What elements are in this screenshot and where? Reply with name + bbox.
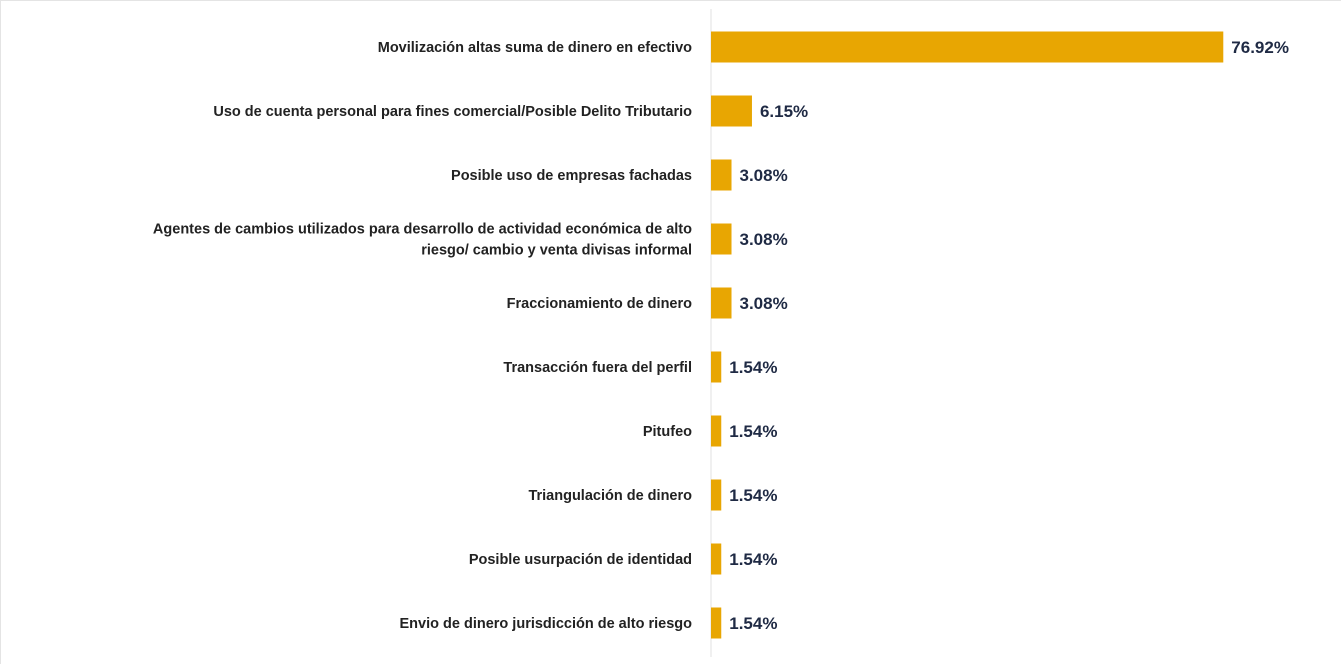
category-label-1: Movilización altas suma de dinero en efe… <box>378 40 692 56</box>
value-label-2: 6.15% <box>760 102 808 121</box>
bar-8 <box>711 479 722 511</box>
value-label-10: 1.54% <box>729 614 777 633</box>
value-label-7: 1.54% <box>729 422 777 441</box>
category-label-2: Uso de cuenta personal para fines comerc… <box>213 104 692 120</box>
value-label-6: 1.54% <box>729 358 777 377</box>
bar-4 <box>711 223 732 255</box>
bar-9 <box>711 543 722 575</box>
category-label-4-line-1: Agentes de cambios utilizados para desar… <box>153 222 692 238</box>
value-label-3: 3.08% <box>740 166 788 185</box>
bar-5 <box>711 287 732 319</box>
category-label-7: Pitufeo <box>643 424 692 440</box>
value-label-9: 1.54% <box>729 550 777 569</box>
category-label-10: Envio de dinero jurisdicción de alto rie… <box>400 616 693 632</box>
value-label-4: 3.08% <box>740 230 788 249</box>
value-label-8: 1.54% <box>729 486 777 505</box>
category-label-6: Transacción fuera del perfil <box>503 360 692 376</box>
bar-7 <box>711 415 722 447</box>
category-label-4-line-2: riesgo/ cambio y venta divisas informal <box>421 243 692 259</box>
bar-1 <box>711 31 1224 63</box>
value-label-5: 3.08% <box>740 294 788 313</box>
bar-2 <box>711 95 752 127</box>
bar-3 <box>711 159 732 191</box>
category-label-9: Posible usurpación de identidad <box>469 552 692 568</box>
category-label-8: Triangulación de dinero <box>528 488 692 504</box>
value-label-1: 76.92% <box>1231 38 1289 57</box>
bar-10 <box>711 607 722 639</box>
category-label-5: Fraccionamiento de dinero <box>507 296 692 312</box>
bar-6 <box>711 351 722 383</box>
category-label-3: Posible uso de empresas fachadas <box>451 168 692 184</box>
